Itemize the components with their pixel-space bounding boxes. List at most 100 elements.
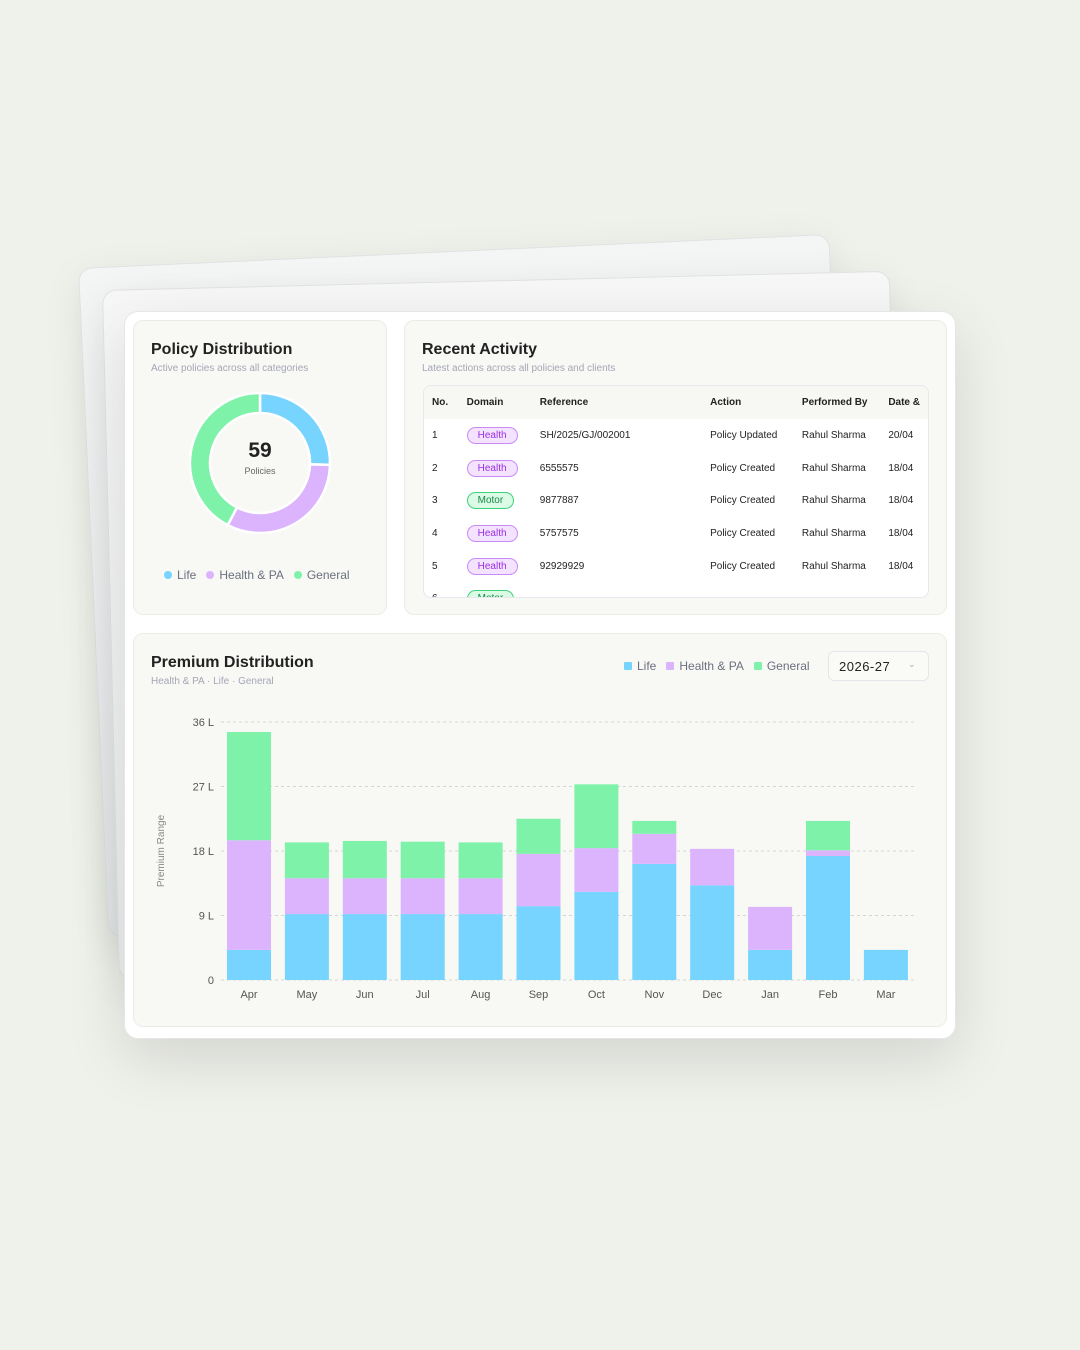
policy-distribution-panel: Policy Distribution Active policies acro… [133, 320, 387, 615]
table-row[interactable]: 4 Health 5757575 Policy Created Rahul Sh… [424, 517, 928, 550]
bar-aug-health-pa[interactable] [458, 878, 503, 915]
cell-no: 6 [424, 582, 459, 597]
cell-action [702, 582, 794, 597]
panel-subtitle: Active policies across all categories [151, 363, 309, 374]
recent-activity-panel: Recent Activity Latest actions across al… [404, 320, 947, 615]
bar-feb-health-pa[interactable] [806, 850, 850, 857]
cell-date: 18/04 [888, 560, 914, 572]
cell-performed-by: Rahul Sharma [801, 429, 866, 441]
bar-sep-health-pa[interactable] [516, 853, 561, 907]
bar-jun-life[interactable] [342, 914, 387, 980]
year-select[interactable]: 2026-27 ⌄ [828, 651, 929, 681]
domain-badge: Health [466, 459, 518, 477]
bar-aug-life[interactable] [458, 914, 503, 980]
cell-domain: Health [459, 419, 532, 452]
bar-feb-life[interactable] [806, 856, 850, 980]
legend-general: General [293, 568, 350, 582]
bar-sep-life[interactable] [516, 906, 561, 980]
bar-jul-health-pa[interactable] [400, 878, 445, 915]
bar-jan-life[interactable] [748, 949, 793, 980]
cell-performed-by: Rahul Sharma [801, 495, 866, 507]
x-tick-label: Oct [588, 989, 605, 1001]
donut-slice-general[interactable] [188, 391, 262, 527]
bar-oct-health-pa[interactable] [574, 848, 619, 892]
table-header: No. Domain Reference Action Performed By… [424, 386, 928, 419]
cell-action: Policy Updated [710, 429, 778, 441]
legend-life: Life [624, 659, 656, 673]
bar-mar-life[interactable] [863, 949, 908, 980]
legend-health: Health & PA [666, 659, 744, 673]
bar-aug-general[interactable] [458, 842, 503, 879]
bar-dec-health-pa[interactable] [690, 848, 735, 886]
x-tick-label: Dec [702, 989, 722, 1001]
legend-life: Life [164, 568, 196, 582]
cell-date [880, 582, 928, 597]
bar-jul-life[interactable] [400, 914, 445, 980]
legend-label: General [306, 568, 350, 582]
panel-title: Recent Activity [422, 341, 537, 358]
bar-may-health-pa[interactable] [284, 878, 329, 915]
cell-date: 18/04 [888, 462, 914, 474]
legend-general: General [753, 659, 810, 673]
bar-nov-life[interactable] [632, 863, 677, 980]
cell-no: 5 [432, 560, 438, 572]
y-tick-label: 18 L [193, 846, 214, 858]
donut-total: 59 [248, 439, 272, 462]
x-tick-label: Mar [876, 989, 895, 1001]
cell-domain: Health [459, 452, 532, 485]
panel-subtitle: Health & PA · Life · General [151, 676, 274, 687]
premium-distribution-panel: Premium Distribution Health & PA · Life … [133, 633, 947, 1027]
bar-may-general[interactable] [284, 842, 329, 879]
bar-sep-general[interactable] [516, 818, 561, 854]
bar-apr-general[interactable] [227, 732, 271, 841]
premium-bar-chart: 0 9 L 18 L 27 L 36 L Premium Range Apr May Jun Ju… [156, 717, 914, 1001]
cell-reference: 9877887 [539, 495, 579, 507]
cell-performed-by: Rahul Sharma [801, 560, 866, 572]
y-tick-label: 27 L [193, 782, 214, 794]
bar-dec-life[interactable] [690, 885, 735, 980]
x-tick-label: Aug [471, 989, 491, 1001]
cell-reference: 5757575 [539, 527, 579, 539]
cell-reference: SH/2025/GJ/002001 [539, 429, 631, 441]
donut-chart [188, 391, 332, 535]
bar-jun-general[interactable] [342, 840, 387, 879]
domain-badge: Health [466, 557, 518, 575]
cell-performed-by: Rahul Sharma [801, 462, 866, 474]
cell-date: 18/04 [888, 527, 914, 539]
general-dot-icon [293, 571, 302, 579]
cell-domain: Motor [459, 582, 532, 597]
table-row[interactable]: 1 Health SH/2025/GJ/002001 Policy Update… [424, 419, 928, 452]
bar-may-life[interactable] [284, 914, 329, 980]
cell-performed-by: Rahul Sharma [801, 527, 866, 539]
bar-oct-life[interactable] [574, 891, 619, 980]
panel-subtitle: Latest actions across all policies and c… [422, 363, 616, 374]
table-row[interactable]: 6 Motor [424, 582, 928, 597]
bar-jun-health-pa[interactable] [342, 878, 387, 915]
x-tick-label: Feb [819, 989, 838, 1001]
dashboard-card: Policy Distribution Active policies acro… [124, 311, 956, 1039]
x-tick-label: Jun [356, 989, 374, 1001]
col-no: No. [424, 386, 459, 419]
table-row[interactable]: 3 Motor 9877887 Policy Created Rahul Sha… [424, 484, 928, 517]
bar-nov-health-pa[interactable] [632, 833, 677, 864]
health-square-icon [666, 662, 675, 670]
table-row[interactable]: 2 Health 6555575 Policy Created Rahul Sh… [424, 452, 928, 485]
col-action: Action [702, 386, 794, 419]
table-row[interactable]: 5 Health 92929929 Policy Created Rahul S… [424, 550, 928, 583]
cell-no: 2 [432, 462, 438, 474]
bar-jul-general[interactable] [400, 841, 445, 879]
year-select-value: 2026-27 [839, 658, 891, 674]
bar-feb-general[interactable] [806, 820, 850, 851]
cell-date: 20/04 [888, 429, 914, 441]
activity-table-container[interactable]: No. Domain Reference Action Performed By… [423, 385, 929, 598]
bar-apr-health-pa[interactable] [227, 840, 271, 950]
bar-oct-general[interactable] [574, 784, 619, 849]
bar-apr-life[interactable] [227, 949, 271, 980]
bar-jan-health-pa[interactable] [748, 906, 793, 950]
domain-badge: Health [466, 524, 518, 542]
y-tick-label: 36 L [193, 717, 214, 729]
bar-nov-general[interactable] [632, 820, 677, 834]
legend-label: Health & PA [219, 568, 284, 582]
cell-domain: Motor [459, 484, 532, 517]
cell-date: 18/04 [888, 495, 914, 507]
